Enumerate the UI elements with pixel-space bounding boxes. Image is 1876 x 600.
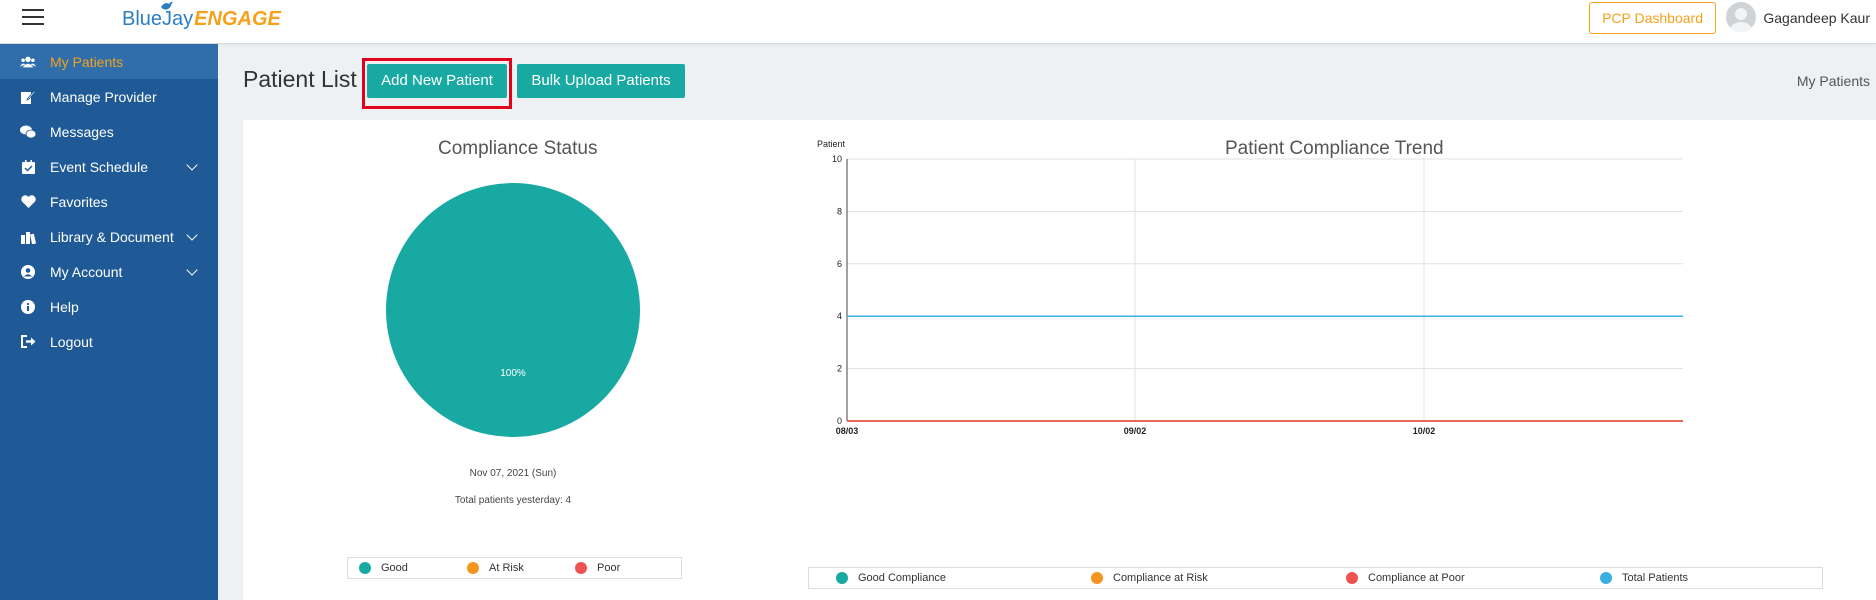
legend-item-compliance-at-poor[interactable]: Compliance at Poor	[1346, 572, 1600, 584]
legend-dot	[836, 572, 848, 584]
sidebar-item-manage-provider[interactable]: Manage Provider	[0, 79, 218, 114]
y-tick-label: 4	[837, 311, 842, 321]
legend-item-compliance-at-risk[interactable]: Compliance at Risk	[1091, 572, 1346, 584]
chevron-down-icon[interactable]	[186, 159, 198, 171]
hamburger-menu-icon[interactable]	[22, 9, 44, 27]
sidebar-item-library-document[interactable]: Library & Document	[0, 219, 218, 254]
page-title: Patient List	[243, 66, 357, 92]
legend-label: Total Patients	[1622, 572, 1689, 584]
legend-item-poor[interactable]: Poor	[575, 562, 620, 574]
sidebar-item-my-patients[interactable]: My Patients	[0, 44, 218, 79]
chevron-down-icon[interactable]	[186, 264, 198, 276]
app-logo[interactable]: BlueJay ENGAGE	[122, 1, 281, 36]
legend-dot	[1346, 572, 1358, 584]
sidebar-item-label: Manage Provider	[50, 88, 157, 105]
add-new-patient-button[interactable]: Add New Patient	[367, 64, 507, 98]
calendar-check-icon	[20, 159, 36, 175]
sidebar-item-event-schedule[interactable]: Event Schedule	[0, 149, 218, 184]
books-icon	[20, 229, 36, 245]
legend-label: Good Compliance	[858, 572, 947, 584]
legend-dot	[467, 562, 479, 574]
legend-dot	[359, 562, 371, 574]
user-circle-icon	[20, 264, 36, 280]
legend-label: Good	[381, 562, 408, 574]
legend-item-good-compliance[interactable]: Good Compliance	[836, 572, 1091, 584]
sidebar-item-label: Library & Document	[50, 228, 174, 245]
legend-label: Compliance at Poor	[1368, 572, 1465, 584]
sidebar-item-help[interactable]: Help	[0, 289, 218, 324]
y-axis-label: Patient	[817, 139, 846, 149]
chat-bubbles-icon	[20, 124, 36, 140]
logo-text-blue: BlueJay	[122, 8, 194, 30]
sidebar-item-label: My Patients	[50, 53, 124, 70]
x-tick-label: 10/02	[1413, 426, 1436, 436]
legend-item-total-patients[interactable]: Total Patients	[1600, 572, 1688, 584]
heart-icon	[20, 194, 36, 210]
sidebar-item-label: Favorites	[50, 193, 108, 210]
pie-slice-label: 100%	[500, 368, 526, 379]
legend-dot	[575, 562, 587, 574]
highlight-box	[362, 58, 512, 109]
bird-logo-icon	[161, 1, 173, 10]
legend-dot	[1600, 572, 1612, 584]
line-chart-title: Patient Compliance Trend	[1225, 138, 1444, 159]
top-navbar: BlueJay ENGAGE PCP Dashboard Gagandeep K…	[0, 0, 1876, 44]
y-tick-label: 10	[832, 154, 842, 164]
sidebar-item-label: My Account	[50, 263, 123, 280]
user-name[interactable]: Gagandeep Kaur	[1763, 10, 1870, 26]
logo-text-engage: ENGAGE	[194, 8, 281, 30]
x-tick-label: 09/02	[1124, 426, 1147, 436]
pcp-dashboard-button[interactable]: PCP Dashboard	[1589, 2, 1716, 34]
users-icon	[20, 54, 36, 70]
x-tick-label: 08/03	[836, 426, 859, 436]
legend-label: Poor	[597, 562, 621, 574]
sign-out-icon	[20, 334, 36, 350]
sidebar-item-label: Messages	[50, 123, 114, 140]
legend-item-at-risk[interactable]: At Risk	[467, 562, 575, 574]
legend-label: At Risk	[489, 562, 524, 574]
avatar[interactable]	[1726, 2, 1756, 32]
legend-label: Compliance at Risk	[1113, 572, 1208, 584]
bulk-upload-patients-button[interactable]: Bulk Upload Patients	[517, 64, 685, 98]
pie-slice-good[interactable]	[386, 183, 640, 437]
compliance-status-pie-chart: 100%	[386, 183, 640, 437]
chevron-down-icon[interactable]	[186, 229, 198, 241]
sidebar-item-my-account[interactable]: My Account	[0, 254, 218, 289]
y-tick-label: 2	[837, 364, 842, 374]
y-tick-label: 6	[837, 259, 842, 269]
sidebar-item-label: Event Schedule	[50, 158, 149, 175]
pie-legend: Good At Risk Poor	[347, 557, 682, 579]
pie-date-text: Nov 07, 2021 (Sun)	[469, 468, 557, 479]
pie-total-text: Total patients yesterday: 4	[454, 495, 572, 506]
y-tick-label: 8	[837, 206, 842, 216]
sidebar: My Patients Manage Provider Messages Eve…	[0, 44, 218, 600]
sidebar-item-label: Help	[50, 298, 79, 315]
legend-item-good[interactable]: Good	[359, 562, 467, 574]
info-circle-icon	[20, 299, 36, 315]
sidebar-item-label: Logout	[50, 333, 93, 350]
line-legend: Good Compliance Compliance at Risk Compl…	[808, 567, 1823, 589]
legend-dot	[1091, 572, 1103, 584]
sidebar-item-logout[interactable]: Logout	[0, 324, 218, 359]
edit-document-icon	[20, 89, 36, 105]
charts-panel: Compliance Status 100% Nov 07, 2021 (Sun…	[243, 120, 1876, 600]
y-tick-label: 0	[837, 416, 842, 426]
pie-chart-title: Compliance Status	[438, 138, 598, 159]
sidebar-item-messages[interactable]: Messages	[0, 114, 218, 149]
breadcrumb[interactable]: My Patients	[1796, 73, 1870, 89]
sidebar-item-favorites[interactable]: Favorites	[0, 184, 218, 219]
